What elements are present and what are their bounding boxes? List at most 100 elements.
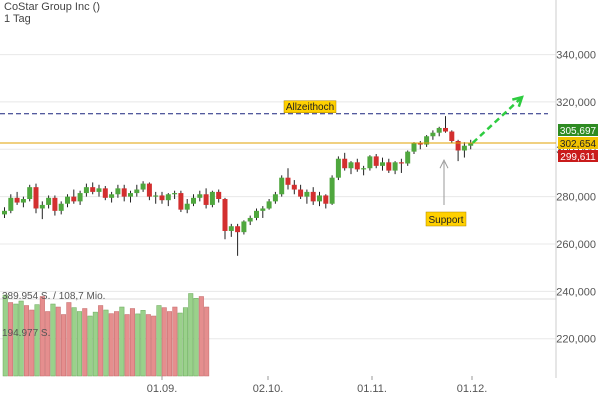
volume-bar	[92, 311, 98, 377]
volume-bar	[140, 310, 146, 377]
candle-body	[285, 177, 291, 185]
candle-body	[279, 177, 285, 195]
volume-bar	[76, 311, 82, 377]
x-tick-label: 01.09.	[147, 383, 178, 395]
candle-body	[468, 142, 474, 146]
candle-body	[304, 191, 310, 197]
candle-body	[260, 208, 266, 211]
candle-body	[424, 136, 430, 145]
candle-body	[367, 156, 373, 169]
volume-bar	[108, 313, 114, 377]
candle-body	[20, 199, 26, 203]
price-badge-label: 299,611	[560, 152, 596, 163]
volume-bar	[129, 308, 135, 377]
candle-body	[342, 158, 348, 169]
price-badge	[558, 149, 598, 162]
volume-bar	[13, 303, 19, 377]
candle-body	[455, 140, 461, 151]
volume-bar	[161, 307, 167, 377]
candle-body	[461, 145, 467, 151]
volume-bar	[34, 304, 40, 377]
candle-body	[77, 193, 83, 202]
candle-body	[298, 189, 304, 197]
x-tick-label: 01.11.	[357, 383, 387, 395]
y-tick-label: 220,000	[556, 334, 596, 346]
volume-bar	[135, 313, 141, 377]
volume-bar	[8, 302, 14, 377]
candle-body	[159, 195, 165, 201]
candle-body	[386, 162, 392, 171]
volume-max-label: 389.954 S. / 108,7 Mio.	[2, 291, 105, 302]
candle-body	[33, 187, 39, 209]
candle-body	[83, 187, 89, 194]
volume-bar	[182, 307, 188, 377]
candle-body	[392, 162, 398, 171]
price-badge-label: 305,697	[560, 126, 597, 137]
candle-body	[430, 132, 436, 137]
candle-body	[209, 191, 215, 205]
candle-body	[203, 194, 209, 205]
candle-body	[361, 168, 367, 170]
volume-bar	[55, 306, 61, 377]
candle-body	[228, 226, 234, 231]
candle-body	[8, 197, 14, 211]
timeframe-label: 1 Tag	[4, 13, 31, 25]
candle-body	[2, 210, 7, 215]
candle-body	[109, 194, 115, 198]
candle-body	[140, 183, 146, 190]
candle-body	[398, 162, 404, 164]
candle-body	[121, 188, 127, 197]
candle-body	[272, 194, 278, 202]
volume-bar	[119, 306, 125, 377]
alltime-high-label: Allzeithoch	[286, 102, 334, 113]
volume-bar	[204, 306, 210, 377]
y-tick-label: 240,000	[556, 286, 596, 298]
x-tick-label: 02.10.	[253, 383, 284, 395]
y-tick-label: 320,000	[556, 97, 596, 109]
volume-bar	[39, 296, 45, 377]
candle-body	[46, 197, 52, 205]
volume-bar	[103, 309, 109, 377]
candle-body	[335, 158, 341, 178]
chart-title: CoStar Group Inc ()	[4, 1, 100, 13]
candle-body	[27, 187, 33, 199]
y-tick-label: 260,000	[556, 239, 596, 251]
x-tick-label: 01.12.	[457, 383, 488, 395]
volume-bar	[66, 302, 72, 377]
volume-bar	[151, 315, 157, 377]
candle-body	[417, 143, 423, 145]
candle-body	[222, 199, 228, 231]
volume-bar	[193, 298, 199, 377]
volume-bar	[145, 314, 151, 377]
candle-body	[216, 191, 222, 199]
candle-body	[323, 195, 329, 204]
projection-arrow-line	[471, 96, 523, 144]
candle-body	[128, 193, 133, 197]
chart-title-block: CoStar Group Inc () 1 Tag	[4, 1, 100, 25]
candle-body	[411, 143, 417, 152]
candle-body	[291, 184, 297, 190]
volume-bar	[98, 305, 104, 377]
candle-body	[134, 189, 140, 194]
y-tick-label: 280,000	[556, 192, 596, 204]
candle-body	[380, 162, 385, 166]
volume-bar	[167, 311, 173, 377]
support-label-box	[425, 211, 467, 227]
candle-body	[254, 210, 259, 218]
candle-body	[115, 188, 121, 195]
candle-body	[52, 197, 58, 211]
volume-bar	[87, 315, 93, 377]
candle-body	[373, 156, 379, 166]
candle-body	[191, 197, 196, 204]
projection-arrow-head	[511, 95, 524, 108]
candle-body	[405, 151, 411, 164]
candle-body	[443, 127, 448, 132]
candle-body	[241, 221, 247, 233]
volume-bar	[198, 296, 204, 377]
candle-body	[184, 203, 190, 210]
candle-body	[436, 127, 442, 133]
volume-bar	[172, 306, 178, 377]
candle-body	[146, 183, 152, 197]
